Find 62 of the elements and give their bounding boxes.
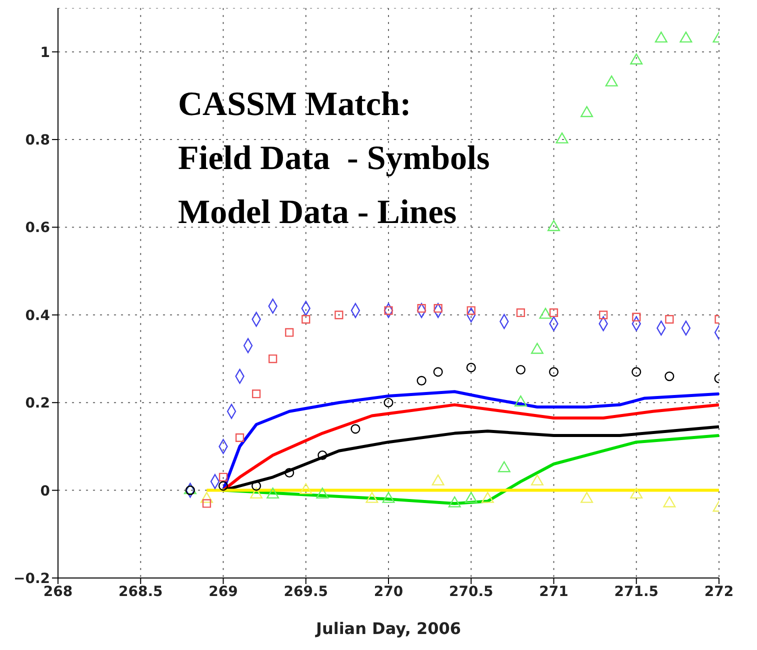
point	[433, 367, 443, 377]
point	[448, 496, 461, 508]
point	[514, 396, 527, 406]
y-tick-label: 0	[40, 483, 50, 500]
x-tick-label: 269.5	[284, 584, 328, 600]
x-tick-label: 268.5	[118, 584, 163, 600]
x-tick-label: 271	[539, 584, 568, 600]
y-tick-label: 0.2	[25, 396, 50, 412]
x-tick-label: 270	[374, 584, 404, 600]
point	[334, 310, 344, 320]
x-axis-title: Julian Day, 2006	[314, 619, 462, 638]
x-tick-label: 269	[208, 584, 238, 600]
point	[300, 483, 312, 494]
point	[284, 468, 294, 478]
point	[416, 376, 426, 386]
point	[218, 481, 228, 491]
point	[268, 354, 278, 364]
point	[580, 492, 594, 503]
point	[630, 488, 643, 499]
line-series	[222, 425, 719, 492]
y-tick-label: 1	[40, 44, 50, 61]
x-tick-label: 272	[704, 584, 734, 600]
point	[302, 315, 310, 324]
annotation: Model Data - Lines	[178, 193, 458, 233]
point	[632, 312, 641, 322]
point	[516, 308, 526, 318]
point	[250, 488, 263, 499]
point	[235, 433, 244, 442]
annotation: Field Data - Symbols	[178, 139, 490, 179]
point	[200, 492, 213, 503]
point	[366, 492, 378, 503]
point	[202, 499, 212, 508]
point	[318, 450, 328, 460]
annotation: CASSM Match:	[178, 85, 412, 125]
point	[516, 364, 526, 375]
point	[266, 488, 280, 499]
point	[549, 308, 558, 318]
point	[663, 496, 676, 508]
point	[252, 390, 261, 398]
point	[432, 474, 444, 486]
point	[316, 488, 329, 499]
point	[464, 492, 478, 503]
x-tick-label: 271.5	[614, 584, 659, 600]
point	[632, 367, 642, 377]
point	[664, 372, 674, 382]
point	[665, 315, 674, 324]
point	[218, 472, 228, 482]
point	[530, 474, 544, 486]
point	[384, 398, 394, 408]
point	[350, 424, 360, 434]
point	[548, 367, 559, 377]
y-tick-label: 0.8	[25, 132, 50, 149]
point	[252, 481, 262, 491]
point	[285, 328, 294, 337]
point	[466, 362, 476, 372]
y-tick-label: 0.6	[25, 220, 50, 236]
y-tick-label: 0.4	[25, 308, 50, 324]
x-tick-label: 270.5	[448, 584, 494, 600]
point	[481, 492, 494, 503]
point	[599, 310, 608, 320]
point	[382, 492, 395, 503]
point	[498, 461, 510, 472]
